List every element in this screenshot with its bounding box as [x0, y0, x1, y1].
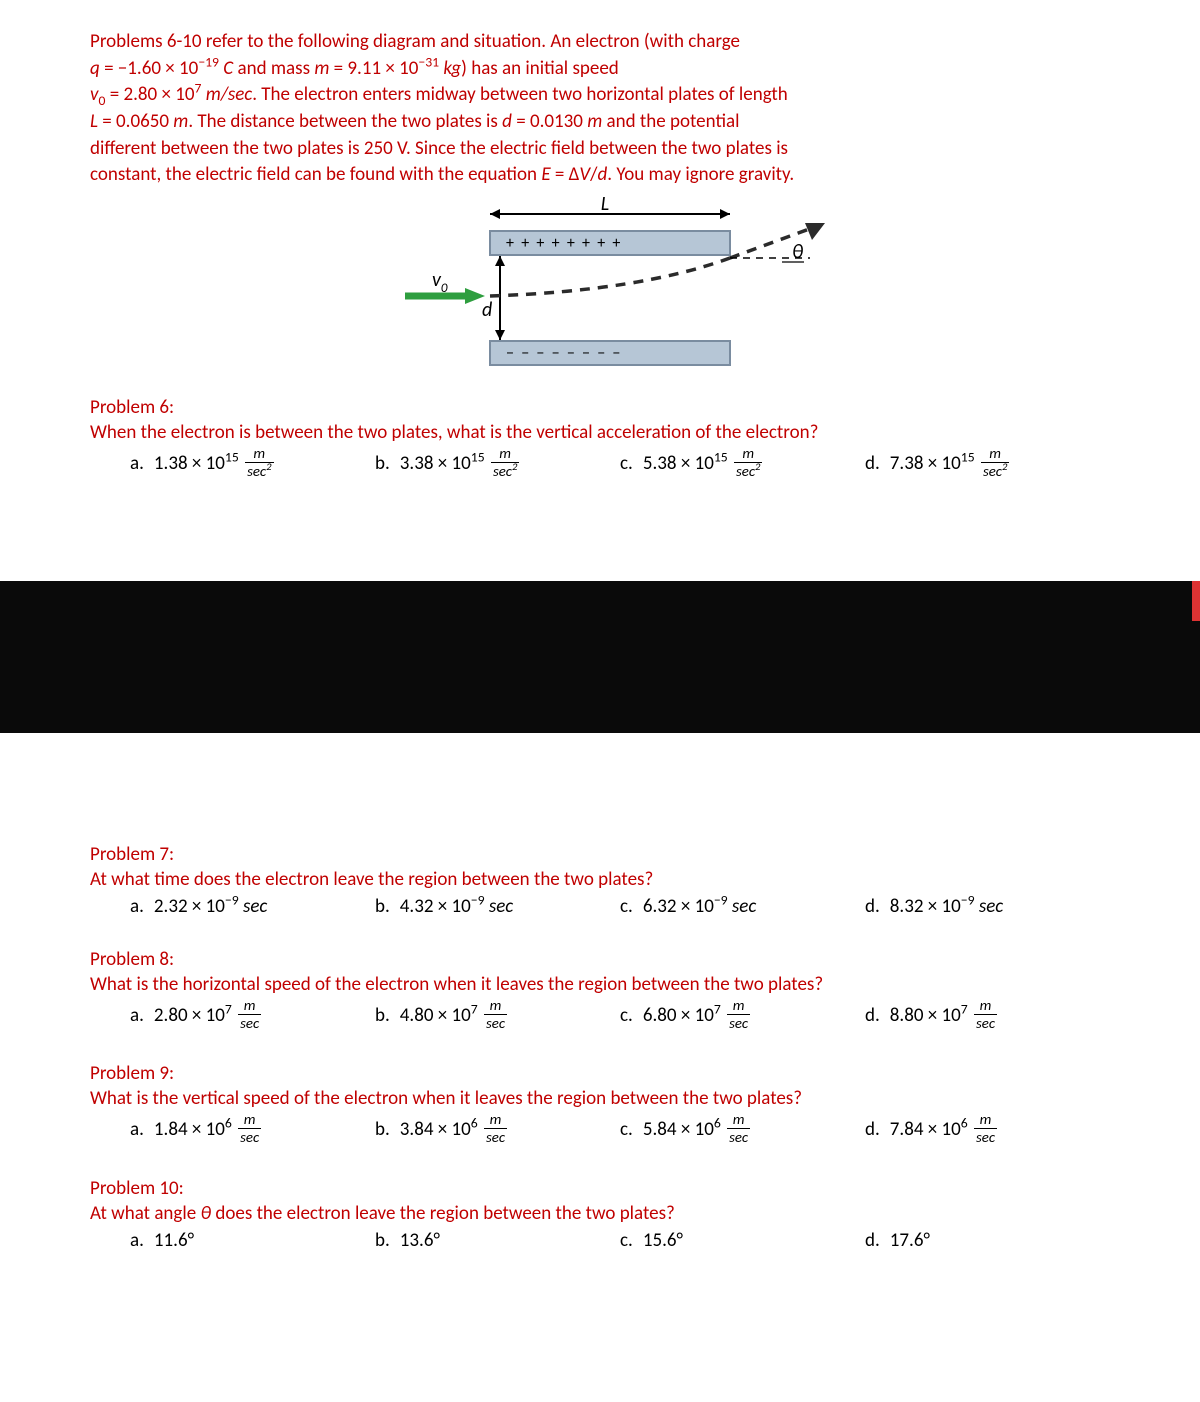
- intro-line: L = 0.0650 m. The distance between the t…: [90, 110, 1110, 135]
- problem-6: Problem 6: When the electron is between …: [90, 396, 1110, 481]
- problem-options: a.2.80 × 107 msec b.4.80 × 107 msec c.6.…: [90, 1000, 1110, 1033]
- intro-line: different between the two plates is 250 …: [90, 137, 1110, 162]
- option: d.7.38 × 1015 msec2: [865, 448, 1110, 481]
- problem-text: When the electron is between the two pla…: [90, 421, 1110, 444]
- option: b.4.32 × 10−9 sec: [375, 895, 620, 918]
- option: a.1.38 × 1015 msec2: [130, 448, 375, 481]
- problem-text: What is the vertical speed of the electr…: [90, 1087, 1110, 1110]
- problem-options: a.1.38 × 1015 msec2 b.3.38 × 1015 msec2 …: [90, 448, 1110, 481]
- option: d.8.32 × 10−9 sec: [865, 895, 1110, 918]
- option: b.3.84 × 106 msec: [375, 1114, 620, 1147]
- option: d.8.80 × 107 msec: [865, 1000, 1110, 1033]
- electron-path: [490, 258, 730, 296]
- problem-title: Problem 8:: [90, 948, 1110, 971]
- problem-8: Problem 8: What is the horizontal speed …: [90, 948, 1110, 1033]
- L-label: L: [601, 196, 609, 216]
- option: d.7.84 × 106 msec: [865, 1114, 1110, 1147]
- problem-10: Problem 10: At what angle θ does the ele…: [90, 1177, 1110, 1252]
- minus-row: − − − − − − − −: [506, 344, 620, 363]
- problem-text: What is the horizontal speed of the elec…: [90, 973, 1110, 996]
- option: c.15.6°: [620, 1229, 865, 1252]
- option: c.6.32 × 10−9 sec: [620, 895, 865, 918]
- problem-options: a.1.84 × 106 msec b.3.84 × 106 msec c.5.…: [90, 1114, 1110, 1147]
- d-label: d: [482, 298, 492, 322]
- intro-line: constant, the electric field can be foun…: [90, 163, 1110, 188]
- option: b.13.6°: [375, 1229, 620, 1252]
- problem-title: Problem 9:: [90, 1062, 1110, 1085]
- option: c.6.80 × 107 msec: [620, 1000, 865, 1033]
- v0-label: v0: [432, 268, 448, 296]
- intro-line: Problems 6-10 refer to the following dia…: [90, 30, 1110, 55]
- problem-text: At what time does the electron leave the…: [90, 868, 1110, 891]
- plus-row: + + + + + + + +: [506, 234, 620, 253]
- problem-options: a.11.6° b.13.6° c.15.6° d.17.6°: [90, 1229, 1110, 1252]
- option: c.5.84 × 106 msec: [620, 1114, 865, 1147]
- option: a.1.84 × 106 msec: [130, 1114, 375, 1147]
- problem-9: Problem 9: What is the vertical speed of…: [90, 1062, 1110, 1147]
- option: b.3.38 × 1015 msec2: [375, 448, 620, 481]
- option: d.17.6°: [865, 1229, 1110, 1252]
- option: a.11.6°: [130, 1229, 375, 1252]
- option: a.2.80 × 107 msec: [130, 1000, 375, 1033]
- problem-title: Problem 7:: [90, 843, 1110, 866]
- black-band: [0, 581, 1200, 733]
- option: c.5.38 × 1015 msec2: [620, 448, 865, 481]
- problem-text: At what angle θ does the electron leave …: [90, 1202, 1110, 1225]
- diagram: L + + + + + + + + − − − − − − − − d v0: [90, 196, 1110, 386]
- intro-line: v0 = 2.80 × 107 m/sec. The electron ente…: [90, 83, 1110, 108]
- theta-label: θ: [792, 240, 803, 264]
- problem-title: Problem 10:: [90, 1177, 1110, 1200]
- problem-title: Problem 6:: [90, 396, 1110, 419]
- option: b.4.80 × 107 msec: [375, 1000, 620, 1033]
- problem-7: Problem 7: At what time does the electro…: [90, 843, 1110, 918]
- option: a.2.32 × 10−9 sec: [130, 895, 375, 918]
- intro-line: q = −1.60 × 10−19 C and mass m = 9.11 × …: [90, 57, 1110, 82]
- problem-options: a.2.32 × 10−9 sec b.4.32 × 10−9 sec c.6.…: [90, 895, 1110, 918]
- intro-block: Problems 6-10 refer to the following dia…: [90, 30, 1110, 188]
